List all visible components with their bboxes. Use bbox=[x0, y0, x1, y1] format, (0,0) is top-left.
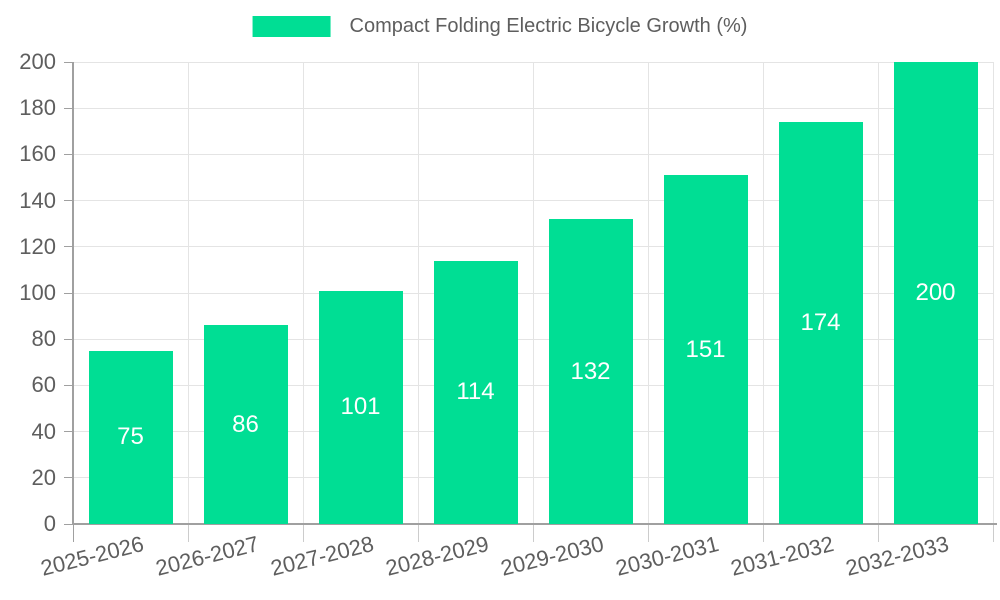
x-axis-tick bbox=[532, 524, 534, 542]
x-tick-label: 2032-2033 bbox=[843, 531, 952, 581]
x-axis-tick bbox=[302, 524, 304, 542]
y-axis-tick bbox=[64, 338, 73, 340]
legend-label: Compact Folding Electric Bicycle Growth … bbox=[349, 15, 748, 37]
x-axis-tick bbox=[647, 524, 649, 542]
y-axis-tick bbox=[64, 153, 73, 155]
x-gridline bbox=[187, 62, 189, 524]
x-tick-label: 2031-2032 bbox=[728, 531, 837, 581]
bar-value-label: 151 bbox=[685, 335, 726, 363]
y-axis-tick bbox=[64, 246, 73, 248]
y-tick-label: 120 bbox=[19, 233, 56, 259]
bar-value-label: 114 bbox=[456, 378, 495, 406]
x-axis-tick bbox=[72, 524, 74, 542]
y-tick-label: 60 bbox=[31, 372, 56, 398]
y-axis-tick bbox=[64, 477, 73, 479]
y-axis-tick bbox=[64, 292, 73, 294]
bar-value-label: 132 bbox=[570, 357, 611, 385]
x-tick-label: 2030-2031 bbox=[613, 531, 722, 581]
x-axis-tick bbox=[762, 524, 764, 542]
x-tick-label: 2026-2027 bbox=[153, 531, 262, 581]
bar-value-label: 174 bbox=[800, 309, 841, 337]
x-gridline bbox=[417, 62, 419, 524]
x-tick-label: 2029-2030 bbox=[498, 531, 607, 581]
x-gridline bbox=[532, 62, 534, 524]
y-tick-label: 200 bbox=[19, 49, 56, 74]
y-tick-label: 180 bbox=[19, 95, 56, 121]
y-tick-label: 80 bbox=[31, 326, 56, 352]
x-gridline bbox=[647, 62, 649, 524]
x-gridline bbox=[992, 62, 994, 524]
bar[interactable]: 86 bbox=[203, 325, 288, 524]
x-axis-line bbox=[73, 523, 997, 525]
x-axis-tick bbox=[417, 524, 419, 542]
legend-swatch-icon bbox=[252, 16, 331, 37]
bar[interactable]: 75 bbox=[88, 350, 173, 524]
x-axis-tick bbox=[877, 524, 879, 542]
y-tick-label: 160 bbox=[19, 141, 56, 167]
x-gridline bbox=[762, 62, 764, 524]
y-axis-line bbox=[72, 62, 74, 524]
y-axis-tick bbox=[64, 107, 73, 109]
bar[interactable]: 114 bbox=[433, 260, 518, 524]
bar[interactable]: 101 bbox=[318, 290, 403, 524]
y-tick-label: 0 bbox=[43, 511, 56, 536]
y-tick-label: 100 bbox=[19, 280, 56, 305]
y-tick-label: 40 bbox=[31, 418, 56, 444]
y-axis-tick bbox=[64, 200, 73, 202]
x-tick-label: 2027-2028 bbox=[268, 531, 377, 581]
x-gridline bbox=[302, 62, 304, 524]
bar[interactable]: 132 bbox=[548, 219, 633, 524]
bar-value-label: 101 bbox=[340, 393, 381, 421]
x-axis-tick bbox=[187, 524, 189, 542]
y-axis-tick bbox=[64, 523, 73, 525]
x-tick-label: 2028-2029 bbox=[383, 531, 492, 581]
bar-value-label: 86 bbox=[232, 410, 259, 438]
bar[interactable]: 151 bbox=[663, 175, 748, 524]
bar-value-label: 75 bbox=[117, 423, 144, 451]
y-axis-tick bbox=[64, 431, 73, 433]
x-axis-tick bbox=[992, 524, 994, 542]
y-tick-label: 140 bbox=[19, 187, 56, 213]
bar-value-label: 200 bbox=[915, 279, 956, 306]
y-axis-tick bbox=[64, 61, 73, 63]
chart-legend[interactable]: Compact Folding Electric Bicycle Growth … bbox=[252, 15, 748, 38]
bar[interactable]: 174 bbox=[778, 122, 863, 524]
x-gridline bbox=[877, 62, 879, 524]
y-axis-tick bbox=[64, 384, 73, 386]
bar[interactable]: 200 bbox=[893, 62, 978, 524]
y-tick-label: 20 bbox=[31, 464, 56, 490]
x-tick-label: 2025-2026 bbox=[38, 531, 147, 581]
